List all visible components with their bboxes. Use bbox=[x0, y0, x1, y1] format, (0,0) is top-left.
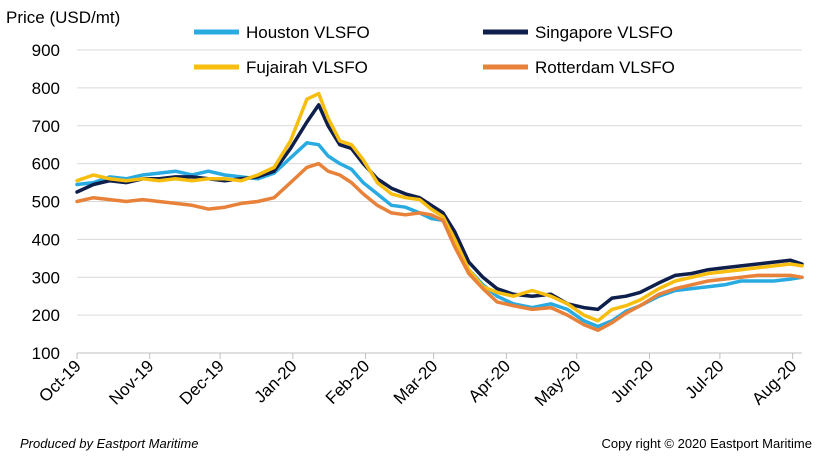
y-tick-label: 700 bbox=[32, 117, 60, 136]
x-tick-label: Jan-20 bbox=[250, 356, 300, 406]
legend-label: Fujairah VLSFO bbox=[246, 58, 368, 77]
legend-label: Houston VLSFO bbox=[246, 23, 370, 42]
legend-label: Singapore VLSFO bbox=[535, 23, 673, 42]
x-tick-label: Feb-20 bbox=[322, 356, 374, 408]
y-tick-label: 800 bbox=[32, 79, 60, 98]
y-tick-label: 600 bbox=[32, 155, 60, 174]
y-tick-label: 100 bbox=[32, 344, 60, 363]
x-tick-label: Nov-19 bbox=[105, 356, 157, 408]
x-tick-label: May-20 bbox=[531, 356, 585, 410]
footer-copyright: Copy right © 2020 Eastport Maritime bbox=[601, 436, 812, 451]
series-lines bbox=[75, 91, 804, 333]
y-axis-title: Price (USD/mt) bbox=[6, 8, 120, 27]
x-tick-label: Dec-19 bbox=[176, 356, 228, 408]
x-tick-label: Jul-20 bbox=[682, 356, 728, 402]
x-axis: Oct-19 Nov-19 Dec-19 Jan-20 Feb-20 Mar-20 Apr-… bbox=[35, 352, 802, 410]
series-line bbox=[75, 161, 804, 333]
x-tick-label: Oct-19 bbox=[35, 356, 85, 406]
x-tick-label: Apr-20 bbox=[465, 356, 515, 406]
legend-label: Rotterdam VLSFO bbox=[535, 58, 675, 77]
x-tick-label: Aug-20 bbox=[748, 356, 800, 408]
x-tick-label: Jun-20 bbox=[607, 356, 657, 406]
gridlines bbox=[77, 49, 802, 354]
series-line bbox=[75, 141, 804, 329]
y-tick-label: 900 bbox=[32, 41, 60, 60]
footer-producer-credit: Produced by Eastport Maritime bbox=[20, 436, 199, 451]
y-tick-label: 500 bbox=[32, 193, 60, 212]
y-tick-label: 400 bbox=[32, 230, 60, 249]
x-tick-label: Mar-20 bbox=[390, 356, 442, 408]
series-line bbox=[75, 91, 804, 323]
y-tick-label: 300 bbox=[32, 268, 60, 287]
legend: Houston VLSFO Singapore VLSFO Fujairah VLS… bbox=[194, 23, 675, 77]
y-tick-label: 200 bbox=[32, 306, 60, 325]
y-axis: 100 200 300 400 500 600 700 800 900 bbox=[32, 41, 60, 363]
